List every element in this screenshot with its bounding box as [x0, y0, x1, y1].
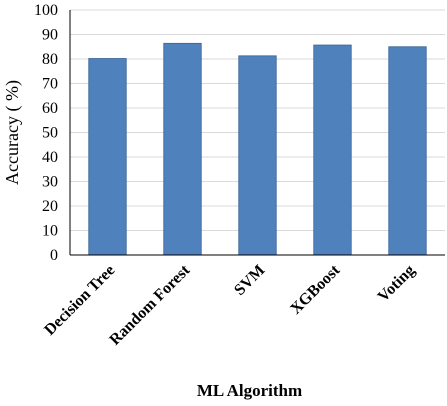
y-tick-label: 0 [50, 247, 58, 264]
y-tick-label: 10 [42, 223, 58, 240]
y-tick-label: 80 [42, 51, 58, 68]
bars [88, 42, 427, 256]
x-tick-label: Random Forest [106, 261, 193, 348]
y-tick-label: 50 [42, 125, 58, 142]
x-axis-title: ML Algorithm [197, 381, 302, 400]
bar-xgboost [313, 44, 352, 256]
y-axis-title: Accuracy ( %) [2, 80, 23, 185]
y-tick-label: 20 [42, 198, 58, 215]
axes [69, 10, 445, 256]
x-tick-label: SVM [231, 262, 268, 299]
y-tick-label: 60 [42, 100, 58, 117]
y-tick-label: 70 [42, 76, 58, 93]
y-tick-label: 40 [42, 149, 58, 166]
x-tick-label: Decision Tree [41, 262, 118, 339]
bar-decision-tree [88, 58, 127, 256]
bar-voting [388, 46, 427, 256]
bar-random-forest [163, 42, 202, 256]
x-tick-label: Voting [375, 262, 419, 306]
x-tick-label: XGBoost [287, 261, 343, 317]
bar-svm [238, 55, 277, 256]
y-tick-label: 100 [34, 2, 58, 19]
y-tick-labels: 0 10 20 30 40 50 60 70 80 90 100 [34, 2, 58, 264]
y-tick-label: 30 [42, 174, 58, 191]
y-tick-label: 90 [42, 27, 58, 44]
